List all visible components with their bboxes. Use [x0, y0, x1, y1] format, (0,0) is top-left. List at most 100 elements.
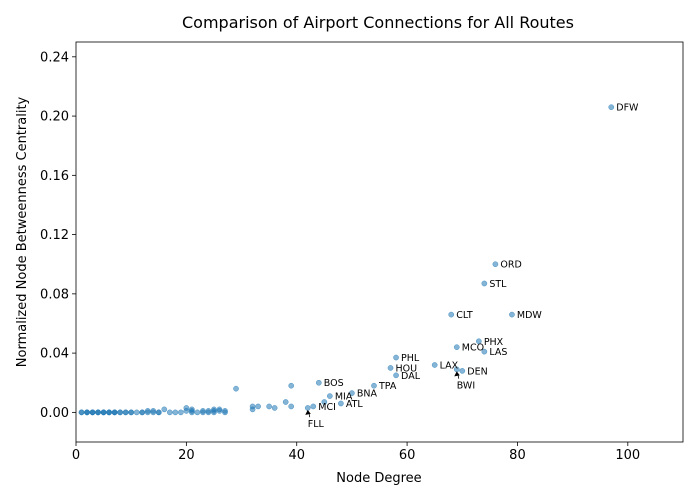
y-tick-label: 0.04 [40, 347, 69, 362]
data-point [509, 311, 515, 318]
data-point [608, 104, 615, 111]
x-tick-label: 20 [178, 448, 195, 463]
data-point [393, 354, 399, 361]
data-point [255, 403, 261, 410]
points-layer [78, 104, 615, 416]
data-point [106, 409, 112, 416]
data-point [448, 311, 455, 318]
data-point [200, 408, 206, 414]
data-point [266, 403, 272, 410]
annotation-label: MCO [462, 343, 484, 354]
data-point [321, 399, 328, 405]
annotation-label: CLT [456, 310, 473, 321]
data-point [122, 409, 129, 416]
data-point [475, 338, 482, 345]
data-point [95, 409, 101, 416]
y-tick-label: 0.20 [40, 110, 69, 125]
data-point [288, 403, 295, 410]
x-axis-label: Node Degree [336, 471, 421, 486]
data-point [194, 409, 201, 416]
annotation-label: DEN [467, 366, 487, 377]
data-point [150, 408, 157, 414]
data-point [84, 409, 90, 416]
data-point [282, 399, 289, 405]
data-point [222, 408, 228, 414]
data-point [155, 409, 162, 416]
data-point [310, 403, 317, 410]
data-point [492, 261, 499, 268]
annotation-label: BWI [457, 381, 475, 392]
annotation-label: FLL [308, 419, 325, 430]
plot-frame [75, 41, 684, 443]
data-point [89, 409, 96, 416]
data-point [189, 408, 195, 414]
axes: 0 20 40 60 80 100 0.00 0.04 0.08 0.12 0.16 0.20 0.24 [40, 41, 684, 463]
data-point [211, 408, 217, 414]
data-point [459, 368, 466, 374]
annotation-label: MDW [517, 310, 543, 321]
annotation-label: STL [489, 279, 507, 290]
x-tick-label: 60 [399, 448, 416, 463]
data-point [172, 409, 179, 416]
annotation-label: LAS [489, 347, 507, 358]
annotation-label: MCI [318, 402, 336, 413]
data-point [166, 409, 173, 416]
data-point [128, 409, 135, 416]
y-tick-label: 0.00 [40, 406, 69, 421]
y-axis-label: Normalized Node Betweenness Centrality [15, 96, 30, 367]
annotation-label: BOS [324, 378, 344, 389]
annotation-arrowhead [305, 409, 311, 415]
chart-title: Comparison of Airport Connections for Al… [182, 13, 574, 32]
y-tick-label: 0.24 [40, 50, 69, 65]
data-point [481, 348, 488, 355]
data-point [233, 385, 239, 392]
annotation-arrowhead [454, 371, 460, 377]
x-tick-label: 80 [509, 448, 526, 463]
data-point [393, 372, 399, 379]
data-point [288, 382, 295, 389]
data-point [216, 406, 223, 413]
data-point [371, 382, 377, 389]
data-point [177, 409, 184, 416]
annotation-label: MIA [335, 392, 353, 403]
x-tick-label: 100 [615, 448, 640, 463]
data-point [78, 409, 85, 416]
annotation-label: DAL [401, 371, 421, 382]
y-tick-label: 0.16 [40, 169, 69, 184]
x-tick-label: 40 [288, 448, 305, 463]
data-point [133, 409, 140, 416]
data-point [453, 344, 460, 351]
annotation-label: BNA [357, 389, 378, 400]
data-point [349, 390, 355, 396]
data-point [139, 409, 146, 416]
data-point [481, 280, 488, 287]
x-tick-label: 0 [72, 448, 80, 463]
annotation-label: ORD [500, 260, 521, 271]
annotation-label: DFW [616, 103, 639, 114]
annotation-label: HOU [396, 363, 418, 374]
data-point [117, 409, 123, 416]
data-point [431, 362, 438, 368]
data-point [205, 408, 212, 414]
data-point [161, 406, 168, 413]
annotation-label: PHX [484, 337, 504, 348]
y-tick-label: 0.08 [40, 287, 69, 302]
data-point [144, 408, 151, 414]
data-point [387, 365, 394, 371]
data-point [326, 393, 333, 399]
annotation-label: TPA [378, 381, 397, 392]
data-point [100, 409, 107, 416]
data-point [271, 405, 278, 411]
annotation-label: LAX [440, 360, 459, 371]
data-point [338, 400, 344, 407]
data-point [315, 379, 322, 386]
y-tick-label: 0.12 [40, 228, 69, 243]
annotation-label: ATL [346, 399, 364, 410]
annotation-label: PHL [401, 353, 420, 364]
data-point [183, 405, 190, 411]
data-point [111, 409, 118, 416]
data-point [304, 405, 311, 411]
data-point [249, 406, 256, 413]
